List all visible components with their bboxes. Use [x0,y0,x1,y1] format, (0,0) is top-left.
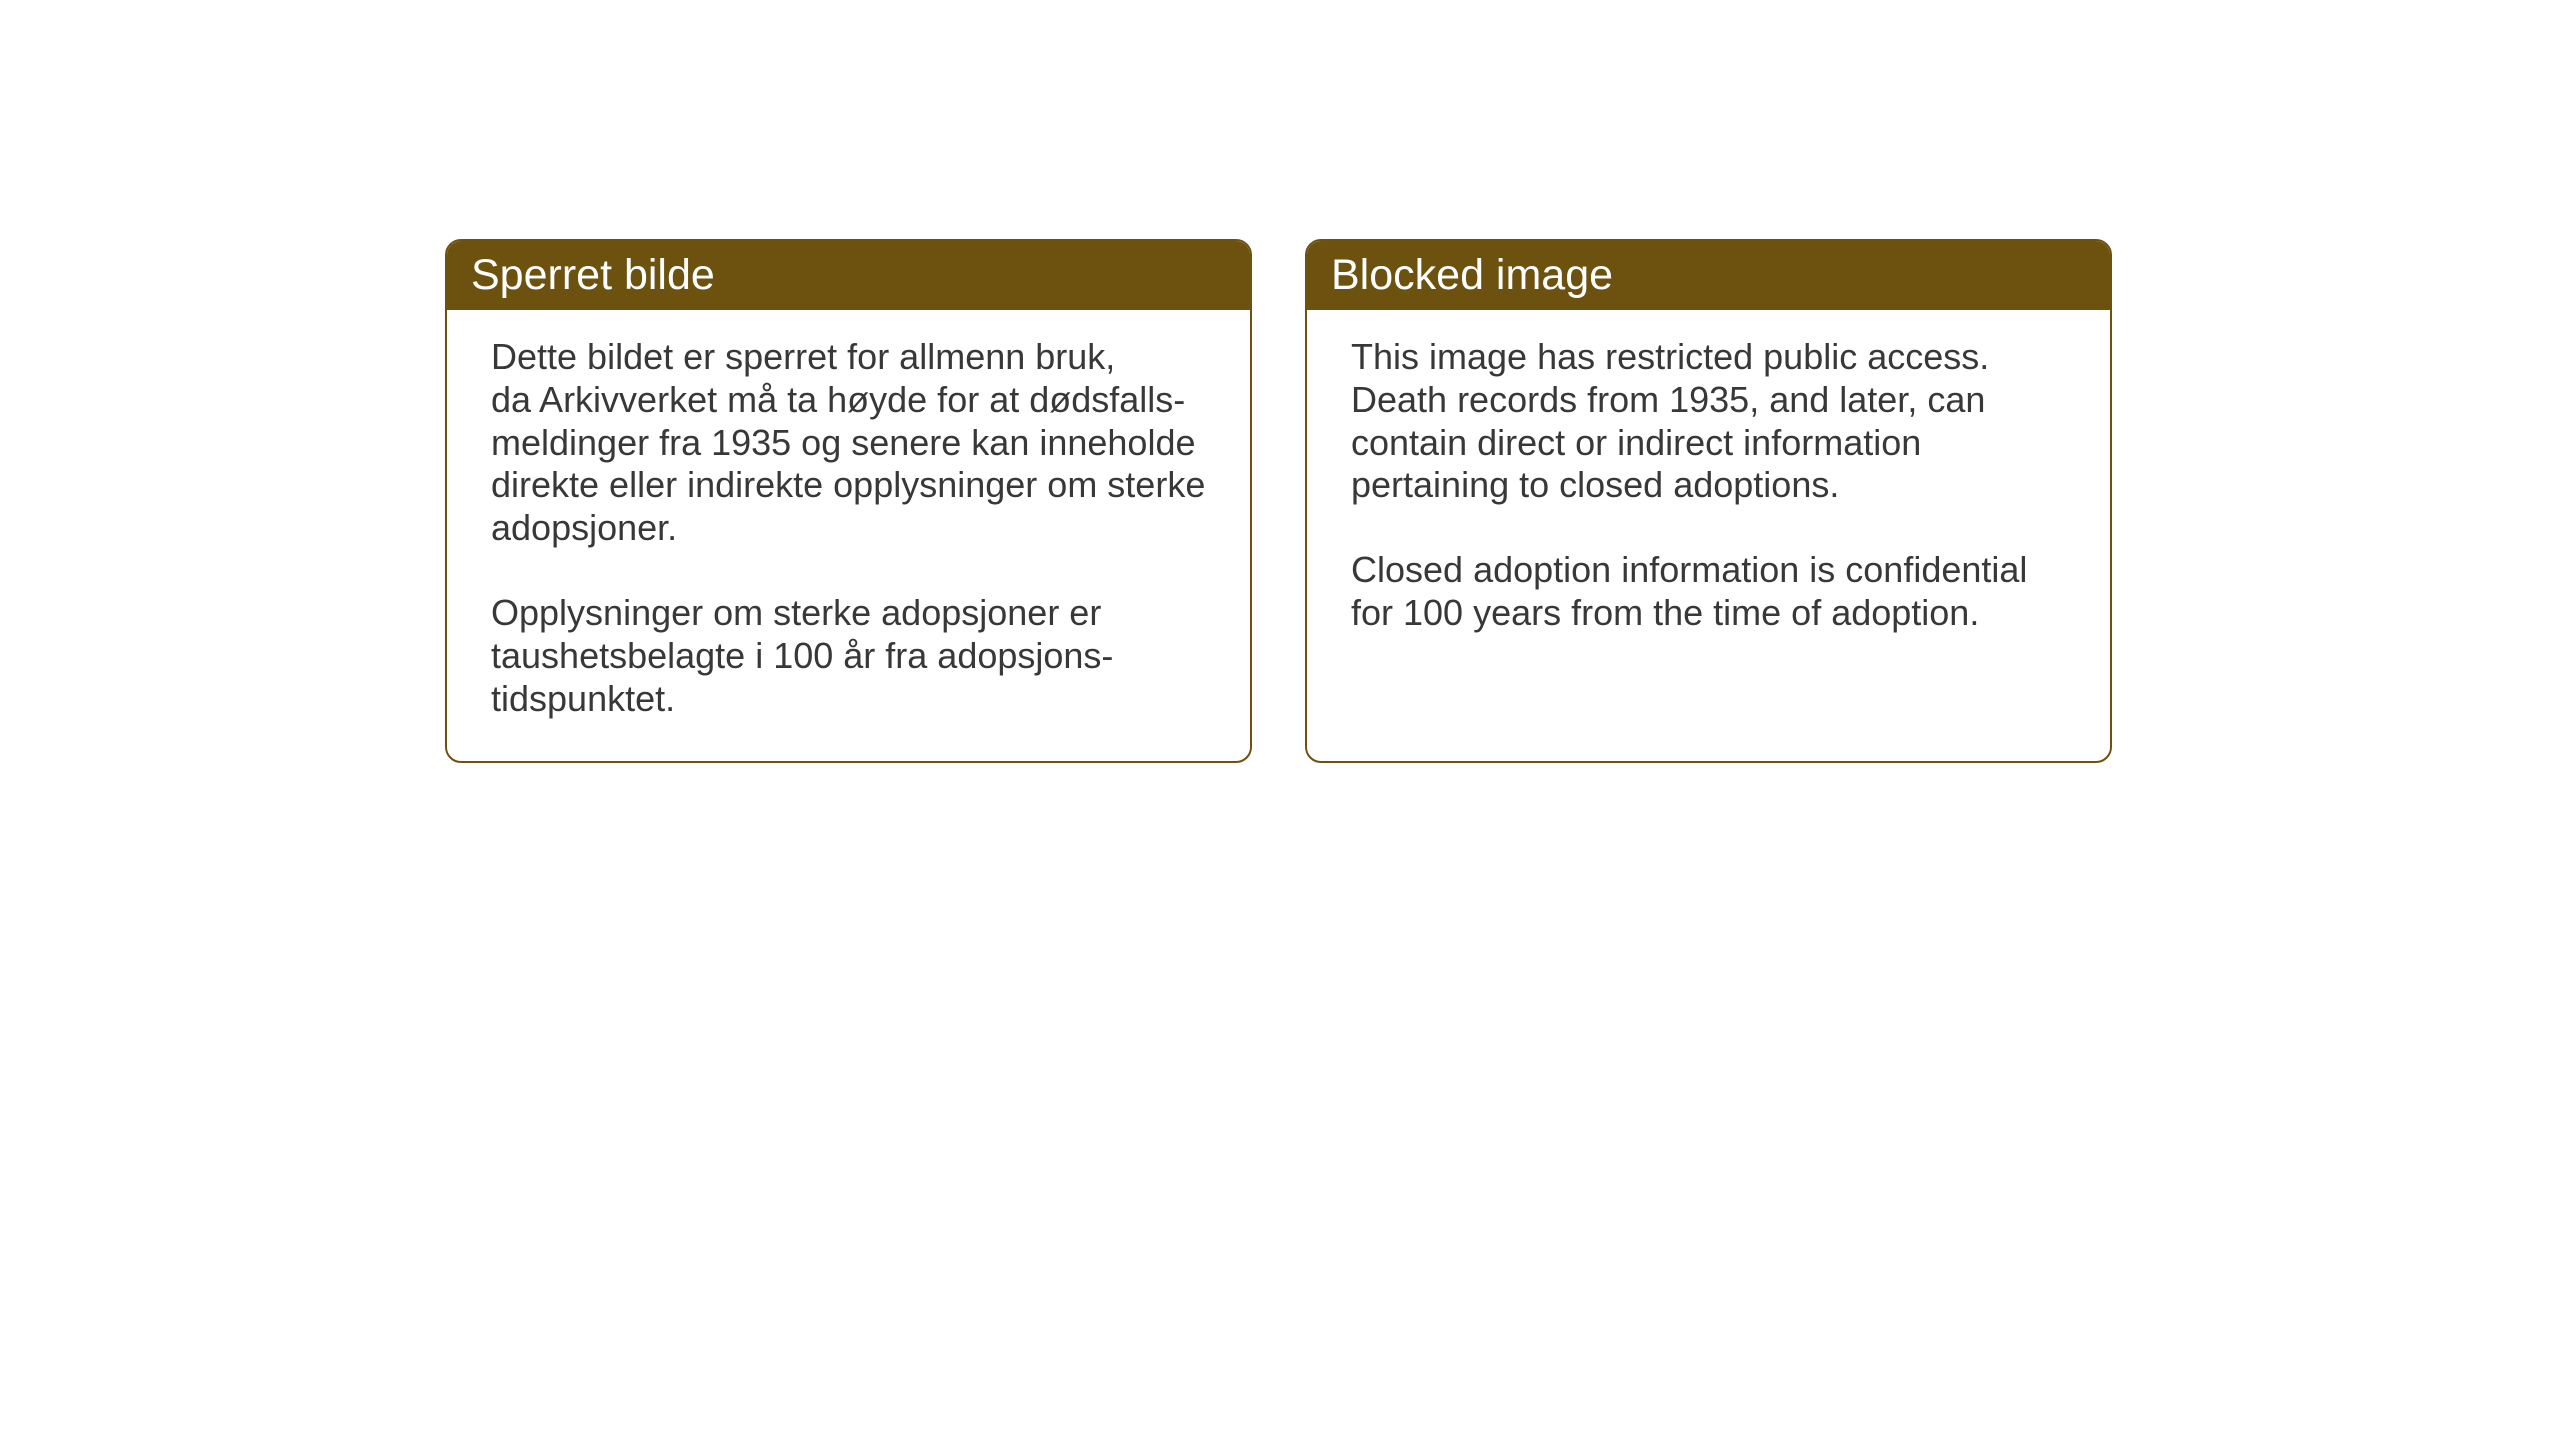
cards-container: Sperret bilde Dette bildet er sperret fo… [445,239,2112,763]
card-norwegian: Sperret bilde Dette bildet er sperret fo… [445,239,1252,763]
card-body-english: This image has restricted public access.… [1307,310,2110,675]
card-english: Blocked image This image has restricted … [1305,239,2112,763]
card-header-english: Blocked image [1307,241,2110,310]
card-header-norwegian: Sperret bilde [447,241,1250,310]
card-paragraph1-english: This image has restricted public access.… [1351,336,2066,507]
card-paragraph2-norwegian: Opplysninger om sterke adopsjoner er tau… [491,592,1206,720]
card-title-english: Blocked image [1331,251,1613,299]
card-body-norwegian: Dette bildet er sperret for allmenn bruk… [447,310,1250,761]
card-paragraph1-norwegian: Dette bildet er sperret for allmenn bruk… [491,336,1206,550]
card-paragraph2-english: Closed adoption information is confident… [1351,549,2066,635]
card-title-norwegian: Sperret bilde [471,251,715,299]
